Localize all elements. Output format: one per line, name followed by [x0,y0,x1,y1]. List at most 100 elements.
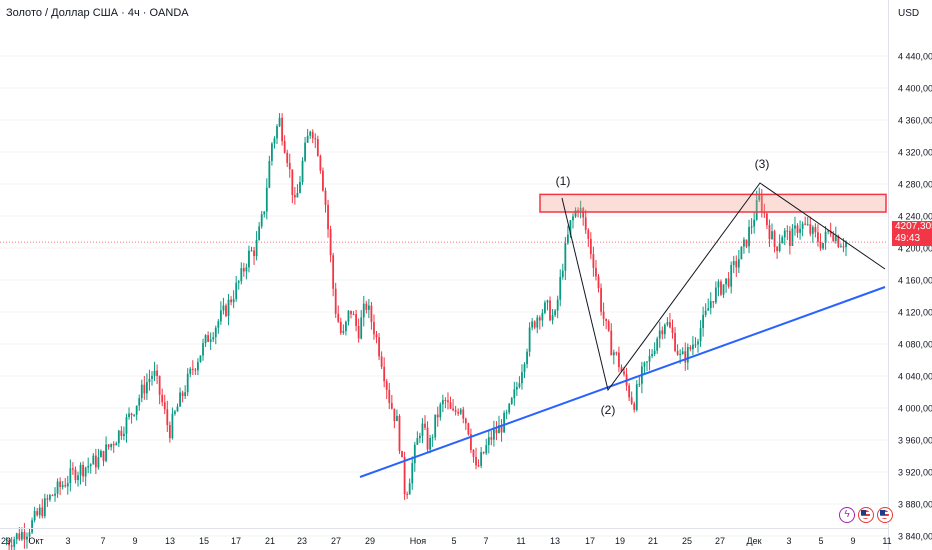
time-tick-label: 21 [648,536,658,546]
candle-body [367,305,370,310]
candle-body [824,231,827,244]
candle-body [467,423,470,435]
time-tick-label: 9 [132,536,137,546]
candle-body [237,281,240,283]
candle-body [457,411,460,414]
time-tick-label: 25 [682,536,692,546]
time-tick-label: 17 [585,536,595,546]
candle-body [288,162,291,170]
symbol-title[interactable]: Золото / Доллар США · 4ч · OANDA [6,7,189,19]
candle-body [411,463,414,484]
price-axis[interactable]: 4 440,000 4 400,000 4 360,000 4 320,000 4 28… [888,0,932,550]
candle-body [273,138,276,144]
candle-body [806,224,809,226]
candle-body [623,371,625,375]
candle-body [786,230,789,232]
candle-body [102,450,105,461]
candle-body [528,327,531,352]
candle-body [676,350,679,355]
candle-body [403,457,406,495]
candle-body [222,305,225,311]
candle-body [748,226,750,247]
candle-body [544,302,546,313]
candle-body [117,430,120,444]
candle-body [199,355,202,363]
candle-body [161,394,164,403]
candle-body [697,341,699,345]
candle-body [546,300,549,303]
candle-body [10,545,13,547]
candle-body [13,539,16,547]
candle-body [574,210,577,217]
candle-body [477,465,480,467]
candle-body [342,331,345,333]
candle-body [263,211,266,215]
candle-body [362,303,365,318]
candle-body [46,498,49,500]
candle-body [679,354,682,356]
candle-body [684,351,687,363]
candle-body [352,314,355,316]
candle-body [135,405,138,415]
candle-body [281,117,284,142]
candle-body [505,412,508,414]
candle-body [635,384,638,410]
time-axis[interactable]: 29 Окт 3 7 9 13 15 17 21 23 27 29 Ноя 5 7 11 13 17 19 21 25 2… [0,528,892,547]
candle-body [454,410,457,412]
candle-body [424,423,426,428]
price-tick-label: 3 880,000 [898,500,932,510]
candle-body [209,339,212,342]
candle-body [94,455,97,468]
candle-body [612,352,615,356]
lightning-icon[interactable]: ϟ [839,507,855,523]
candle-body [638,383,641,385]
us-flag-icon[interactable] [858,507,874,523]
candle-body [406,494,409,496]
candle-body [360,317,363,339]
time-tick-label: 3 [786,536,791,546]
price-tick-label: 4 000,000 [898,404,932,414]
candle-body [393,408,396,422]
time-tick-label: 27 [715,536,725,546]
time-tick-label: 29 [1,536,11,546]
candle-body [278,117,281,127]
candle-body [804,223,807,225]
candle-body [572,216,574,221]
candle-body [699,328,702,342]
candle-body [704,310,707,315]
currency-label[interactable]: USD [898,8,920,19]
candle-body [156,370,158,377]
time-tick-label: Окт [28,536,43,546]
candle-body [189,368,192,374]
candle-body [796,225,799,233]
candle-body [600,288,602,312]
candle-body [8,542,11,546]
candle-body [794,225,796,229]
candle-body [692,344,694,350]
candle-body [541,312,544,321]
wave-label: (2) [601,403,616,417]
candle-body [737,259,740,268]
candle-body [350,310,352,315]
candle-body [740,246,743,260]
candle-body [669,322,671,328]
candle-body [291,169,294,196]
candle-body [191,368,194,370]
candle-body [834,236,837,242]
candle-body [271,143,273,161]
candle-body [79,464,82,476]
candle-body [589,238,592,255]
candle-body [689,347,692,350]
candle-body [214,327,217,338]
candle-body [355,314,358,326]
candle-body [763,212,766,214]
candle-body [510,398,513,404]
candle-body [301,160,304,182]
candle-body [531,321,534,328]
bar-countdown: 49:43 [895,233,921,244]
candle-body [837,236,840,247]
time-tick-label: 7 [100,536,105,546]
us-flag-icon[interactable] [877,507,893,523]
candle-body [250,250,253,252]
